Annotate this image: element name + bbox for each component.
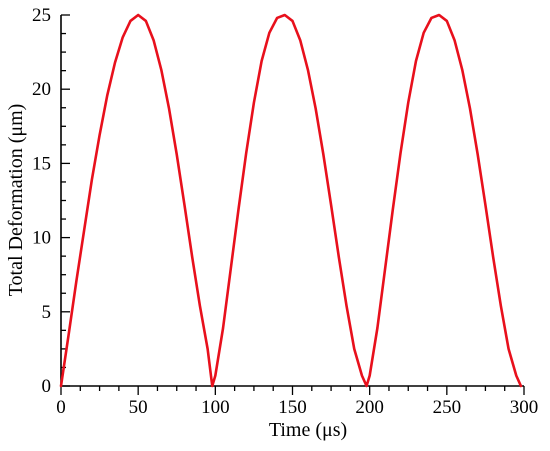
series-line — [59, 13, 523, 388]
y-axis-title: Total Deformation (μm) — [5, 104, 27, 297]
y-tick-label: 10 — [32, 228, 51, 249]
x-tick-label: 150 — [278, 397, 307, 418]
x-tick-label: 100 — [201, 397, 230, 418]
x-tick-label: 0 — [56, 397, 66, 418]
labels-layer: Time (μs) Total Deformation (μm) — [5, 104, 347, 441]
y-tick-label: 5 — [42, 302, 52, 323]
series-layer — [59, 13, 523, 388]
x-tick-label: 250 — [433, 397, 462, 418]
x-axis-title: Time (μs) — [269, 419, 347, 441]
y-tick-label: 15 — [32, 153, 51, 174]
x-tick-label: 50 — [129, 397, 148, 418]
y-tick-label: 0 — [42, 376, 52, 397]
ticks-layer: 0 50 100 150 200 250 300 0 5 10 15 20 25 — [32, 5, 538, 418]
y-tick-label: 20 — [32, 79, 51, 100]
x-tick-label: 200 — [355, 397, 384, 418]
x-tick-label: 300 — [510, 397, 539, 418]
y-tick-label: 25 — [32, 5, 51, 26]
axes-layer — [60, 15, 524, 387]
